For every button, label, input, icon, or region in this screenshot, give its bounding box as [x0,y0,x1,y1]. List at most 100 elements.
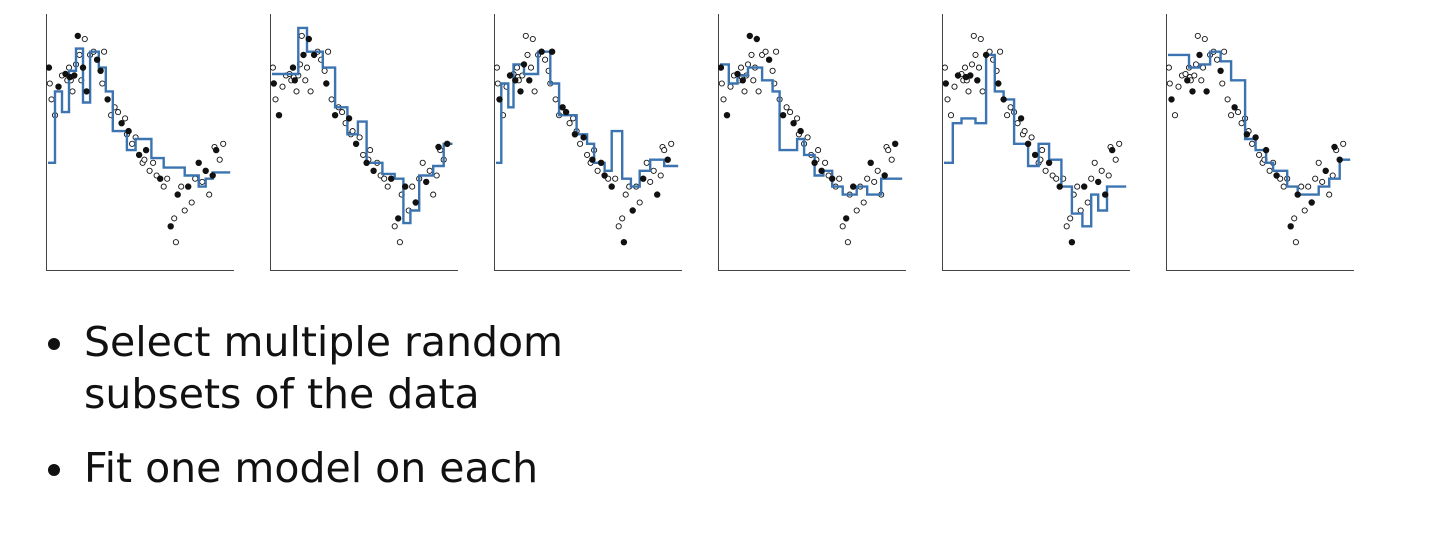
data-point [871,178,878,185]
selected-data-point [345,115,353,122]
selected-data-point [174,191,181,198]
data-point [1224,96,1231,103]
selected-data-point [608,183,615,190]
data-point [727,83,734,90]
selected-data-point [828,175,836,182]
selected-data-point [942,80,949,87]
data-point [101,48,108,55]
data-point [755,88,762,95]
data-point [570,115,577,122]
data-point [384,183,391,190]
selected-data-point [620,238,628,246]
data-point [804,134,811,141]
data-point [321,67,328,74]
selected-data-point [1189,88,1196,95]
subset-model-plot-3 [494,14,682,271]
subset-model-plot-2 [270,14,458,271]
selected-data-point [765,56,773,63]
data-point [744,61,752,68]
data-point [46,80,53,87]
data-point [773,48,780,55]
selected-data-point [195,159,202,166]
selected-data-point [1231,104,1238,111]
selected-data-point [746,32,753,40]
data-point [270,64,276,71]
data-point [1116,140,1123,147]
selected-data-point [394,215,402,222]
data-point [615,223,622,230]
data-point [636,199,643,206]
selected-data-point [601,172,608,179]
selected-data-point [520,61,528,68]
bullet-text: Fit one model on each [84,444,539,492]
data-point [783,104,790,111]
data-point [216,156,223,163]
data-point [1235,109,1242,116]
selected-data-point [352,140,360,147]
selected-data-point [291,77,298,84]
selected-data-point [723,111,731,119]
data-point [1301,207,1308,214]
data-point [178,183,185,190]
data-point [1053,175,1060,182]
data-point [1039,147,1046,154]
selected-data-point [1294,191,1301,198]
data-point [279,83,286,90]
data-point [864,175,871,182]
step-fit-line [944,53,1127,228]
data-point [513,64,521,71]
data-point [1004,112,1011,119]
data-point [961,64,969,71]
selected-data-point [559,104,566,111]
data-point [141,156,148,163]
data-point [888,156,895,163]
selected-data-point [104,96,111,103]
selected-data-point [1196,51,1203,59]
data-point [762,48,769,55]
data-point [787,109,794,116]
selected-data-point [1094,178,1102,186]
selected-data-point [995,80,1002,87]
data-point [1007,104,1014,111]
data-point [1199,64,1207,71]
subset-model-panel-4 [718,14,908,272]
selected-data-point [71,72,78,79]
data-point [1042,167,1049,174]
bullet-item: Fit one model on each [48,442,644,494]
data-point [619,215,626,222]
selected-data-point [818,167,825,174]
selected-data-point [1184,77,1191,84]
data-point [1098,167,1105,174]
data-point [1112,156,1119,163]
data-point [527,64,535,71]
selected-data-point [718,64,725,71]
data-point [1312,175,1319,182]
selected-data-point [1017,115,1025,122]
data-point [396,239,403,246]
data-point [1256,151,1263,158]
bullet-text: Select multiple random subsets of the da… [84,318,563,418]
subset-model-panel-6 [1166,14,1356,272]
data-point [381,175,388,182]
data-point [206,191,213,198]
selected-data-point [538,48,545,55]
selected-data-point [1080,183,1088,190]
data-point [188,199,195,206]
data-point [349,128,356,135]
data-point [794,115,801,122]
step-fit-line [720,63,903,196]
subset-model-panel-1 [46,14,236,272]
data-point [1063,223,1070,230]
data-point [1214,56,1221,63]
data-point [220,140,227,147]
selected-data-point [118,119,125,127]
data-point [815,147,822,154]
data-point [542,56,549,63]
selected-data-point [401,183,409,190]
selected-data-point [62,70,69,78]
selected-data-point [1308,199,1315,206]
data-point [1315,159,1322,166]
selected-data-point [46,64,53,71]
data-point [577,140,584,147]
selected-data-point [270,80,277,87]
